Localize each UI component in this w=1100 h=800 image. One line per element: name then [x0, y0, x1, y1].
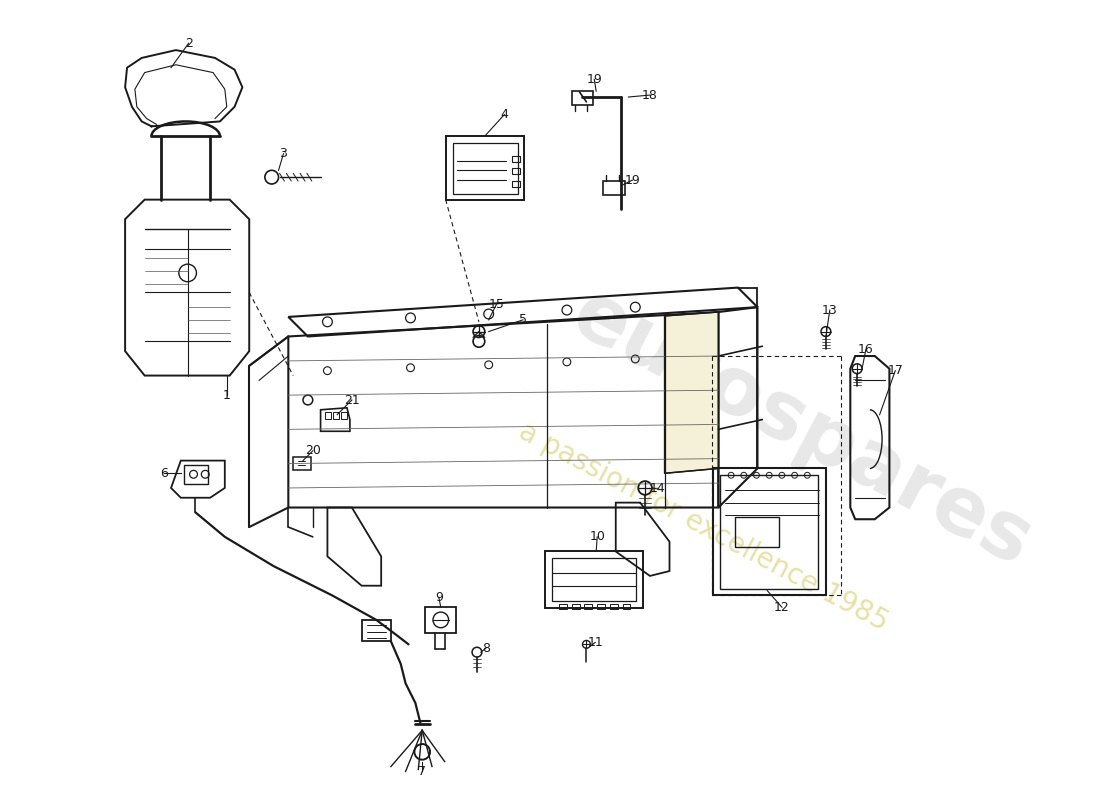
- Text: 8: 8: [482, 642, 490, 654]
- Text: 1: 1: [223, 389, 231, 402]
- Text: 19: 19: [586, 73, 602, 86]
- Text: 4: 4: [500, 108, 508, 121]
- Text: 17: 17: [888, 364, 903, 377]
- Bar: [426, 607, 456, 633]
- Bar: [572, 91, 593, 105]
- Bar: [597, 604, 605, 609]
- Bar: [452, 143, 518, 194]
- Bar: [446, 136, 524, 200]
- Text: eurospares: eurospares: [558, 275, 1045, 583]
- Text: 11: 11: [587, 636, 603, 649]
- Bar: [714, 469, 826, 595]
- Text: 6: 6: [161, 467, 168, 480]
- Text: 12: 12: [774, 601, 790, 614]
- Bar: [184, 465, 208, 484]
- Text: 9: 9: [434, 591, 443, 604]
- Bar: [333, 412, 339, 418]
- Bar: [513, 168, 520, 174]
- Bar: [584, 604, 592, 609]
- Text: 3: 3: [279, 147, 287, 160]
- Text: a passion for excellence 1985: a passion for excellence 1985: [515, 418, 893, 637]
- Bar: [572, 604, 580, 609]
- Polygon shape: [664, 312, 718, 474]
- Text: 21: 21: [344, 394, 360, 406]
- Text: 7: 7: [418, 765, 426, 778]
- Bar: [603, 181, 625, 194]
- Text: 19: 19: [625, 174, 640, 186]
- Bar: [546, 551, 644, 608]
- Text: 15: 15: [488, 298, 505, 310]
- Bar: [294, 457, 311, 470]
- Text: 14: 14: [650, 482, 666, 495]
- Text: 18: 18: [642, 89, 658, 102]
- Bar: [552, 558, 636, 602]
- Bar: [720, 475, 818, 589]
- Bar: [326, 412, 331, 418]
- Bar: [513, 181, 520, 187]
- Bar: [609, 604, 618, 609]
- Bar: [341, 412, 346, 418]
- Text: 2: 2: [185, 37, 192, 50]
- Bar: [559, 604, 566, 609]
- Text: 16: 16: [858, 342, 873, 356]
- Text: 13: 13: [822, 303, 838, 317]
- Text: 10: 10: [590, 530, 605, 543]
- Bar: [362, 620, 390, 642]
- Bar: [513, 156, 520, 162]
- Bar: [735, 518, 779, 546]
- Text: 5: 5: [519, 314, 527, 326]
- Text: 20: 20: [305, 444, 321, 458]
- Bar: [623, 604, 630, 609]
